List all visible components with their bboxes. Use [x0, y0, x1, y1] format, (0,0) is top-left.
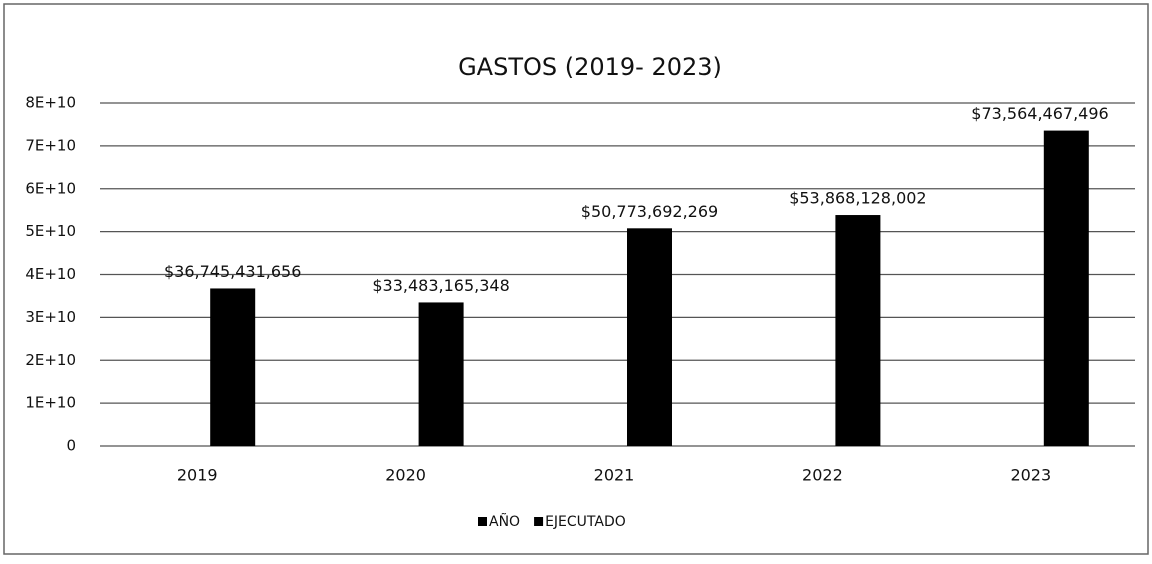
value-label: $36,745,431,656: [164, 262, 301, 281]
y-tick-label: 1E+10: [25, 394, 76, 412]
x-tick-label: 2021: [594, 466, 635, 485]
y-tick-label: 7E+10: [25, 136, 76, 154]
y-tick-label: 8E+10: [25, 94, 76, 112]
x-tick-label: 2023: [1010, 466, 1051, 485]
y-tick-label: 5E+10: [25, 222, 76, 240]
y-tick-label: 3E+10: [25, 308, 76, 326]
chart-frame: [3, 3, 1149, 555]
bar: [418, 302, 464, 446]
x-tick-label: 2019: [177, 466, 218, 485]
x-tick-label: 2020: [385, 466, 426, 485]
value-label: $53,868,128,002: [789, 189, 926, 208]
value-label: $73,564,467,496: [971, 104, 1108, 123]
bar: [210, 288, 256, 446]
x-tick-label: 2022: [802, 466, 843, 485]
bar: [627, 228, 672, 446]
legend-label: AÑO: [489, 513, 520, 530]
value-label: $33,483,165,348: [372, 276, 509, 295]
chart-title: GASTOS (2019- 2023): [458, 53, 722, 81]
bar: [835, 215, 881, 446]
y-tick-label: 6E+10: [25, 179, 76, 197]
value-label: $50,773,692,269: [581, 202, 718, 221]
legend-label: EJECUTADO: [545, 514, 626, 530]
legend-swatch: [478, 517, 487, 526]
y-tick-label: 4E+10: [25, 265, 76, 283]
y-tick-label: 2E+10: [25, 351, 76, 369]
bar: [1043, 130, 1089, 446]
legend-swatch: [534, 517, 544, 526]
y-tick-label: 0: [66, 437, 76, 455]
